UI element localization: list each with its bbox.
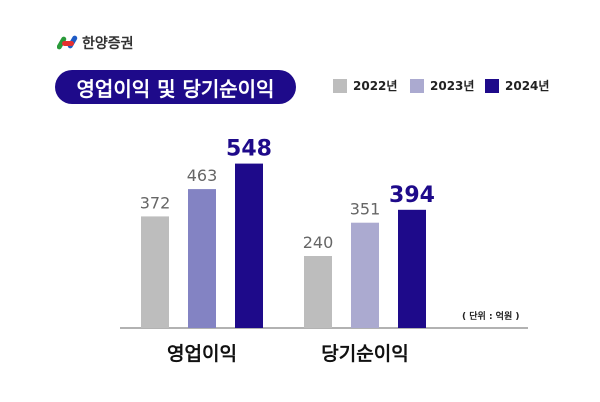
chart-title: 영업이익 및 당기순이익: [55, 70, 296, 104]
data-label: 372: [140, 193, 171, 212]
bar-2024년-영업이익: [235, 163, 263, 328]
logo-icon: [57, 35, 78, 50]
brand-logo: 한양증권: [57, 33, 134, 53]
legend-swatch: [333, 78, 347, 93]
bar-2022년-영업이익: [141, 216, 169, 328]
legend-item-2023: 2023년: [410, 77, 474, 94]
legend-swatch: [410, 78, 424, 93]
bar-2024년-당기순이익: [398, 209, 426, 328]
data-label: 240: [303, 233, 334, 252]
legend-label: 2024년: [505, 79, 550, 93]
legend-label: 2023년: [430, 79, 475, 93]
legend-item-2022: 2022년: [333, 77, 397, 94]
bar-2023년-영업이익: [188, 189, 216, 328]
bar-2023년-당기순이익: [351, 222, 379, 328]
category-label: 당기순이익: [321, 343, 408, 365]
legend-swatch: [485, 78, 499, 93]
category-label: 영업이익: [167, 343, 237, 365]
data-label: 548: [226, 137, 272, 162]
bar-2022년-당기순이익: [304, 256, 332, 328]
legend-label: 2022년: [353, 79, 398, 93]
legend-item-2024: 2024년: [485, 77, 549, 94]
data-label: 394: [389, 183, 435, 208]
data-label: 463: [187, 166, 218, 185]
unit-label: ( 단위 : 억원 ): [462, 312, 520, 322]
brand-name: 한양증권: [82, 36, 134, 52]
data-label: 351: [350, 200, 381, 219]
